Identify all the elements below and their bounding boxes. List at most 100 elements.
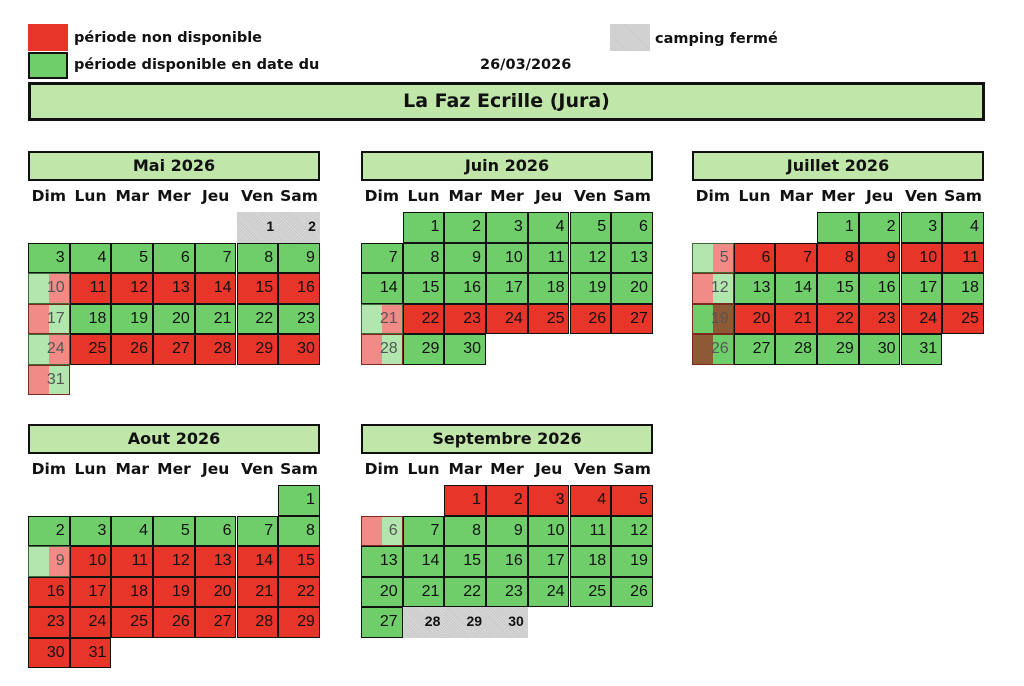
day-cell[interactable]: 28 (236, 607, 279, 638)
day-cell[interactable]: 16 (444, 273, 487, 304)
day-cell[interactable]: 18 (69, 303, 112, 334)
day-cell[interactable]: 24 (900, 303, 943, 334)
day-cell[interactable]: 22 (817, 303, 859, 334)
day-cell[interactable]: 10 (900, 242, 943, 273)
day-cell[interactable]: 10 (28, 273, 70, 304)
day-cell[interactable]: 23 (444, 303, 487, 334)
day-cell[interactable]: 31 (28, 364, 70, 395)
day-cell[interactable]: 28 (775, 334, 818, 365)
day-cell[interactable]: 16 (486, 546, 528, 577)
day-cell[interactable]: 3 (527, 485, 570, 516)
day-cell[interactable]: 2 (858, 212, 901, 243)
day-cell[interactable]: 14 (236, 546, 279, 577)
day-cell[interactable]: 29 (236, 334, 279, 365)
day-cell[interactable]: 20 (153, 303, 195, 334)
day-cell[interactable]: 27 (194, 607, 237, 638)
day-cell[interactable]: 2 (28, 515, 70, 546)
day-cell[interactable]: 25 (569, 576, 612, 607)
day-cell[interactable]: 12 (153, 546, 195, 577)
day-cell[interactable]: 25 (69, 334, 112, 365)
day-cell[interactable]: 19 (111, 303, 154, 334)
day-cell[interactable]: 30 (858, 334, 901, 365)
day-cell[interactable]: 2 (486, 485, 528, 516)
day-cell[interactable]: 19 (611, 546, 653, 577)
day-cell[interactable]: 12 (611, 515, 653, 546)
day-cell[interactable]: 18 (942, 273, 984, 304)
day-cell[interactable]: 5 (153, 515, 195, 546)
day-cell[interactable]: 9 (486, 515, 528, 546)
day-cell[interactable]: 26 (111, 334, 154, 365)
day-cell[interactable]: 16 (278, 273, 320, 304)
day-cell[interactable]: 28 (194, 334, 237, 365)
day-cell[interactable]: 8 (278, 515, 320, 546)
day-cell[interactable]: 9 (278, 242, 320, 273)
day-cell[interactable]: 30 (28, 637, 70, 668)
day-cell[interactable]: 21 (775, 303, 818, 334)
day-cell[interactable]: 23 (278, 303, 320, 334)
day-cell[interactable]: 13 (361, 546, 403, 577)
day-cell[interactable]: 8 (817, 242, 859, 273)
day-cell[interactable]: 11 (942, 242, 984, 273)
day-cell[interactable]: 9 (444, 242, 487, 273)
day-cell[interactable]: 6 (733, 242, 776, 273)
day-cell[interactable]: 3 (486, 212, 528, 243)
day-cell[interactable]: 5 (692, 242, 734, 273)
day-cell[interactable]: 25 (111, 607, 154, 638)
day-cell[interactable]: 8 (402, 242, 445, 273)
day-cell[interactable]: 13 (611, 242, 653, 273)
day-cell[interactable]: 12 (111, 273, 154, 304)
day-cell[interactable]: 10 (527, 515, 570, 546)
day-cell[interactable]: 17 (486, 273, 528, 304)
day-cell[interactable]: 15 (236, 273, 279, 304)
day-cell[interactable]: 4 (569, 485, 612, 516)
day-cell[interactable]: 30 (444, 334, 487, 365)
day-cell[interactable]: 23 (858, 303, 901, 334)
day-cell[interactable]: 5 (569, 212, 612, 243)
day-cell[interactable]: 1 (402, 212, 445, 243)
day-cell[interactable]: 5 (611, 485, 653, 516)
day-cell[interactable]: 15 (817, 273, 859, 304)
day-cell[interactable]: 4 (527, 212, 570, 243)
day-cell[interactable]: 7 (194, 242, 237, 273)
day-cell[interactable]: 17 (28, 303, 70, 334)
day-cell[interactable]: 27 (361, 607, 403, 638)
day-cell[interactable]: 6 (611, 212, 653, 243)
day-cell[interactable]: 3 (900, 212, 943, 243)
day-cell[interactable]: 24 (28, 334, 70, 365)
day-cell[interactable]: 3 (28, 242, 70, 273)
day-cell[interactable]: 20 (733, 303, 776, 334)
day-cell[interactable]: 22 (278, 576, 320, 607)
day-cell[interactable]: 24 (486, 303, 528, 334)
day-cell[interactable]: 16 (858, 273, 901, 304)
day-cell[interactable]: 25 (942, 303, 984, 334)
day-cell[interactable]: 19 (153, 576, 195, 607)
day-cell[interactable]: 20 (611, 273, 653, 304)
day-cell[interactable]: 11 (111, 546, 154, 577)
day-cell[interactable]: 31 (69, 637, 112, 668)
day-cell[interactable]: 15 (278, 546, 320, 577)
day-cell[interactable]: 26 (692, 334, 734, 365)
day-cell[interactable]: 15 (444, 546, 487, 577)
day-cell[interactable]: 2 (444, 212, 487, 243)
day-cell[interactable]: 21 (361, 303, 403, 334)
day-cell[interactable]: 11 (69, 273, 112, 304)
day-cell[interactable]: 11 (527, 242, 570, 273)
day-cell[interactable]: 17 (900, 273, 943, 304)
day-cell[interactable]: 27 (611, 303, 653, 334)
day-cell[interactable]: 19 (692, 303, 734, 334)
day-cell[interactable]: 8 (236, 242, 279, 273)
day-cell[interactable]: 20 (194, 576, 237, 607)
day-cell[interactable]: 18 (569, 546, 612, 577)
day-cell[interactable]: 4 (111, 515, 154, 546)
day-cell[interactable]: 14 (194, 273, 237, 304)
day-cell[interactable]: 12 (692, 273, 734, 304)
day-cell[interactable]: 18 (111, 576, 154, 607)
day-cell[interactable]: 7 (775, 242, 818, 273)
day-cell[interactable]: 7 (402, 515, 445, 546)
day-cell[interactable]: 25 (527, 303, 570, 334)
day-cell[interactable]: 18 (527, 273, 570, 304)
day-cell[interactable]: 26 (569, 303, 612, 334)
day-cell[interactable]: 26 (153, 607, 195, 638)
day-cell[interactable]: 21 (194, 303, 237, 334)
day-cell[interactable]: 2 (278, 212, 320, 243)
